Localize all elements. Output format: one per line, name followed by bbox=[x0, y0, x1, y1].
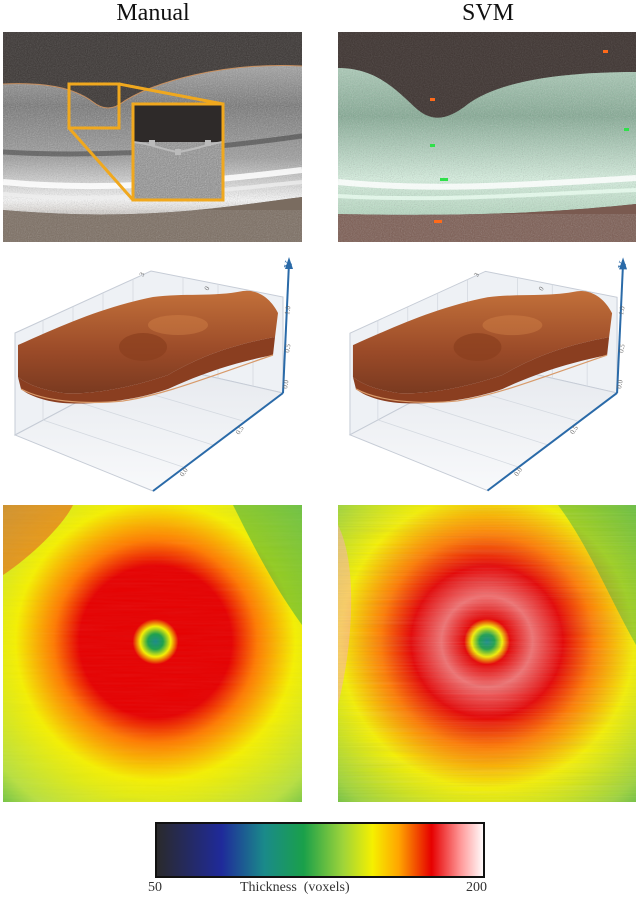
manual-bscan-panel bbox=[3, 32, 302, 242]
svg-text:0.0: 0.0 bbox=[281, 379, 290, 389]
manual-thickness-map bbox=[3, 505, 302, 802]
svg-text:0.0: 0.0 bbox=[178, 466, 190, 478]
svg-text:0.5: 0.5 bbox=[283, 343, 292, 353]
svg-text:3: 3 bbox=[472, 271, 481, 278]
svg-text:1.0: 1.0 bbox=[283, 305, 292, 315]
svg-text:0.0: 0.0 bbox=[512, 466, 524, 478]
manual-column-title: Manual bbox=[116, 0, 190, 26]
colorbar-title: Thickness (voxels) bbox=[240, 880, 350, 895]
thickness-colorbar bbox=[155, 822, 485, 878]
svg-text:0.5: 0.5 bbox=[568, 424, 580, 436]
manual-3d-surface-panel: Y 3 0 1.0 0.5 0.0 0.5 0.0 bbox=[3, 255, 302, 497]
zoom-source-box bbox=[67, 82, 121, 130]
y-axis-label: Y bbox=[282, 260, 295, 270]
svg-text:0: 0 bbox=[537, 285, 546, 292]
svm-3d-surface-panel: Y 3 0 1.0 0.5 0.0 0.5 0.0 bbox=[338, 255, 636, 497]
svm-bscan-panel bbox=[338, 32, 636, 242]
svg-text:0.5: 0.5 bbox=[617, 343, 626, 353]
svg-text:0.5: 0.5 bbox=[234, 424, 246, 436]
svg-text:3: 3 bbox=[138, 271, 147, 278]
svg-text:0: 0 bbox=[203, 285, 212, 292]
svg-text:1.0: 1.0 bbox=[617, 305, 626, 315]
colorbar-min-label: 50 bbox=[148, 880, 162, 895]
zoom-inset-box bbox=[131, 102, 225, 202]
svm-column-title: SVM bbox=[461, 0, 515, 26]
svm-thickness-map bbox=[338, 505, 636, 802]
colorbar-max-label: 200 bbox=[466, 880, 487, 895]
y-axis-label: Y bbox=[616, 260, 629, 270]
svg-text:0.0: 0.0 bbox=[615, 379, 624, 389]
